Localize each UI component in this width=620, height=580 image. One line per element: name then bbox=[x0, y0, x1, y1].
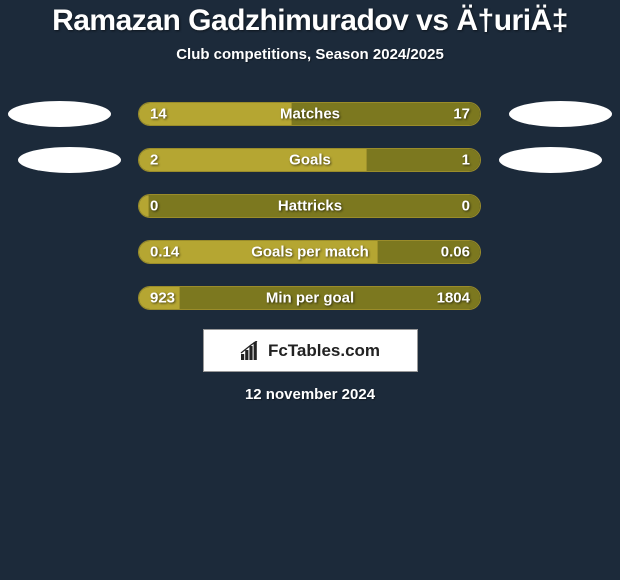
stat-value-left: 0 bbox=[150, 198, 158, 215]
stat-bar-left bbox=[139, 149, 367, 171]
brand-box[interactable]: FcTables.com bbox=[203, 329, 418, 372]
chart-area: 14 17 Matches 2 1 Goals 0 0 Hattricks 0.14 0.06 Goa… bbox=[0, 91, 620, 321]
player-left-marker bbox=[18, 147, 121, 173]
subtitle: Club competitions, Season 2024/2025 bbox=[0, 46, 620, 63]
stat-value-left: 2 bbox=[150, 152, 158, 169]
player-right-marker bbox=[509, 101, 612, 127]
player-left-marker bbox=[8, 101, 111, 127]
page-title: Ramazan Gadzhimuradov vs Ä†uriÄ‡ bbox=[0, 4, 620, 38]
stat-row: 923 1804 Min per goal bbox=[0, 275, 620, 321]
stat-value-left: 923 bbox=[150, 290, 175, 307]
comparison-infographic: Ramazan Gadzhimuradov vs Ä†uriÄ‡ Club co… bbox=[0, 0, 620, 580]
stat-row: 0.14 0.06 Goals per match bbox=[0, 229, 620, 275]
stat-row: 2 1 Goals bbox=[0, 137, 620, 183]
stat-metric-label: Goals per match bbox=[251, 244, 369, 261]
stat-value-left: 0.14 bbox=[150, 244, 179, 261]
bar-chart-icon bbox=[240, 341, 262, 361]
stat-value-right: 1804 bbox=[437, 290, 470, 307]
stat-metric-label: Matches bbox=[280, 106, 340, 123]
stat-value-right: 0 bbox=[462, 198, 470, 215]
stat-metric-label: Hattricks bbox=[278, 198, 342, 215]
date-label: 12 november 2024 bbox=[0, 386, 620, 403]
stat-value-left: 14 bbox=[150, 106, 167, 123]
footer: FcTables.com 12 november 2024 bbox=[0, 329, 620, 403]
stat-metric-label: Min per goal bbox=[266, 290, 354, 307]
stat-row: 0 0 Hattricks bbox=[0, 183, 620, 229]
stat-bar-left bbox=[139, 195, 149, 217]
stat-value-right: 17 bbox=[453, 106, 470, 123]
stat-metric-label: Goals bbox=[289, 152, 331, 169]
stat-value-right: 0.06 bbox=[441, 244, 470, 261]
player-right-marker bbox=[499, 147, 602, 173]
stat-row: 14 17 Matches bbox=[0, 91, 620, 137]
brand-text: FcTables.com bbox=[268, 341, 380, 361]
stat-value-right: 1 bbox=[462, 152, 470, 169]
